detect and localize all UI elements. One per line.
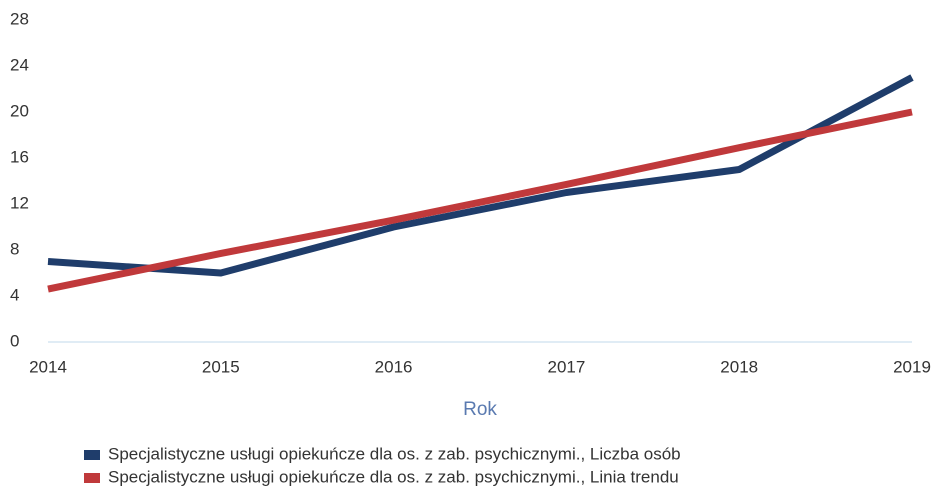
- y-tick-label: 16: [10, 147, 29, 166]
- y-tick-label: 28: [10, 9, 29, 28]
- y-tick-label: 24: [10, 55, 29, 74]
- legend-label: Specjalistyczne usługi opiekuńcze dla os…: [108, 467, 679, 486]
- legend-swatch: [84, 473, 100, 483]
- x-tick-label: 2014: [29, 357, 67, 376]
- x-tick-label: 2015: [202, 357, 240, 376]
- y-tick-label: 20: [10, 101, 29, 120]
- y-tick-label: 4: [10, 285, 19, 304]
- y-tick-label: 12: [10, 193, 29, 212]
- x-tick-label: 2019: [893, 357, 931, 376]
- x-tick-label: 2018: [720, 357, 758, 376]
- legend-swatch: [84, 450, 100, 460]
- series-line: [47, 74, 914, 277]
- x-axis-label: Rok: [463, 399, 497, 420]
- legend-label: Specjalistyczne usługi opiekuńcze dla os…: [108, 444, 681, 463]
- x-tick-label: 2017: [547, 357, 585, 376]
- series-line: [47, 108, 913, 293]
- y-tick-label: 8: [10, 239, 19, 258]
- y-tick-label: 0: [10, 331, 19, 350]
- x-tick-label: 2016: [375, 357, 413, 376]
